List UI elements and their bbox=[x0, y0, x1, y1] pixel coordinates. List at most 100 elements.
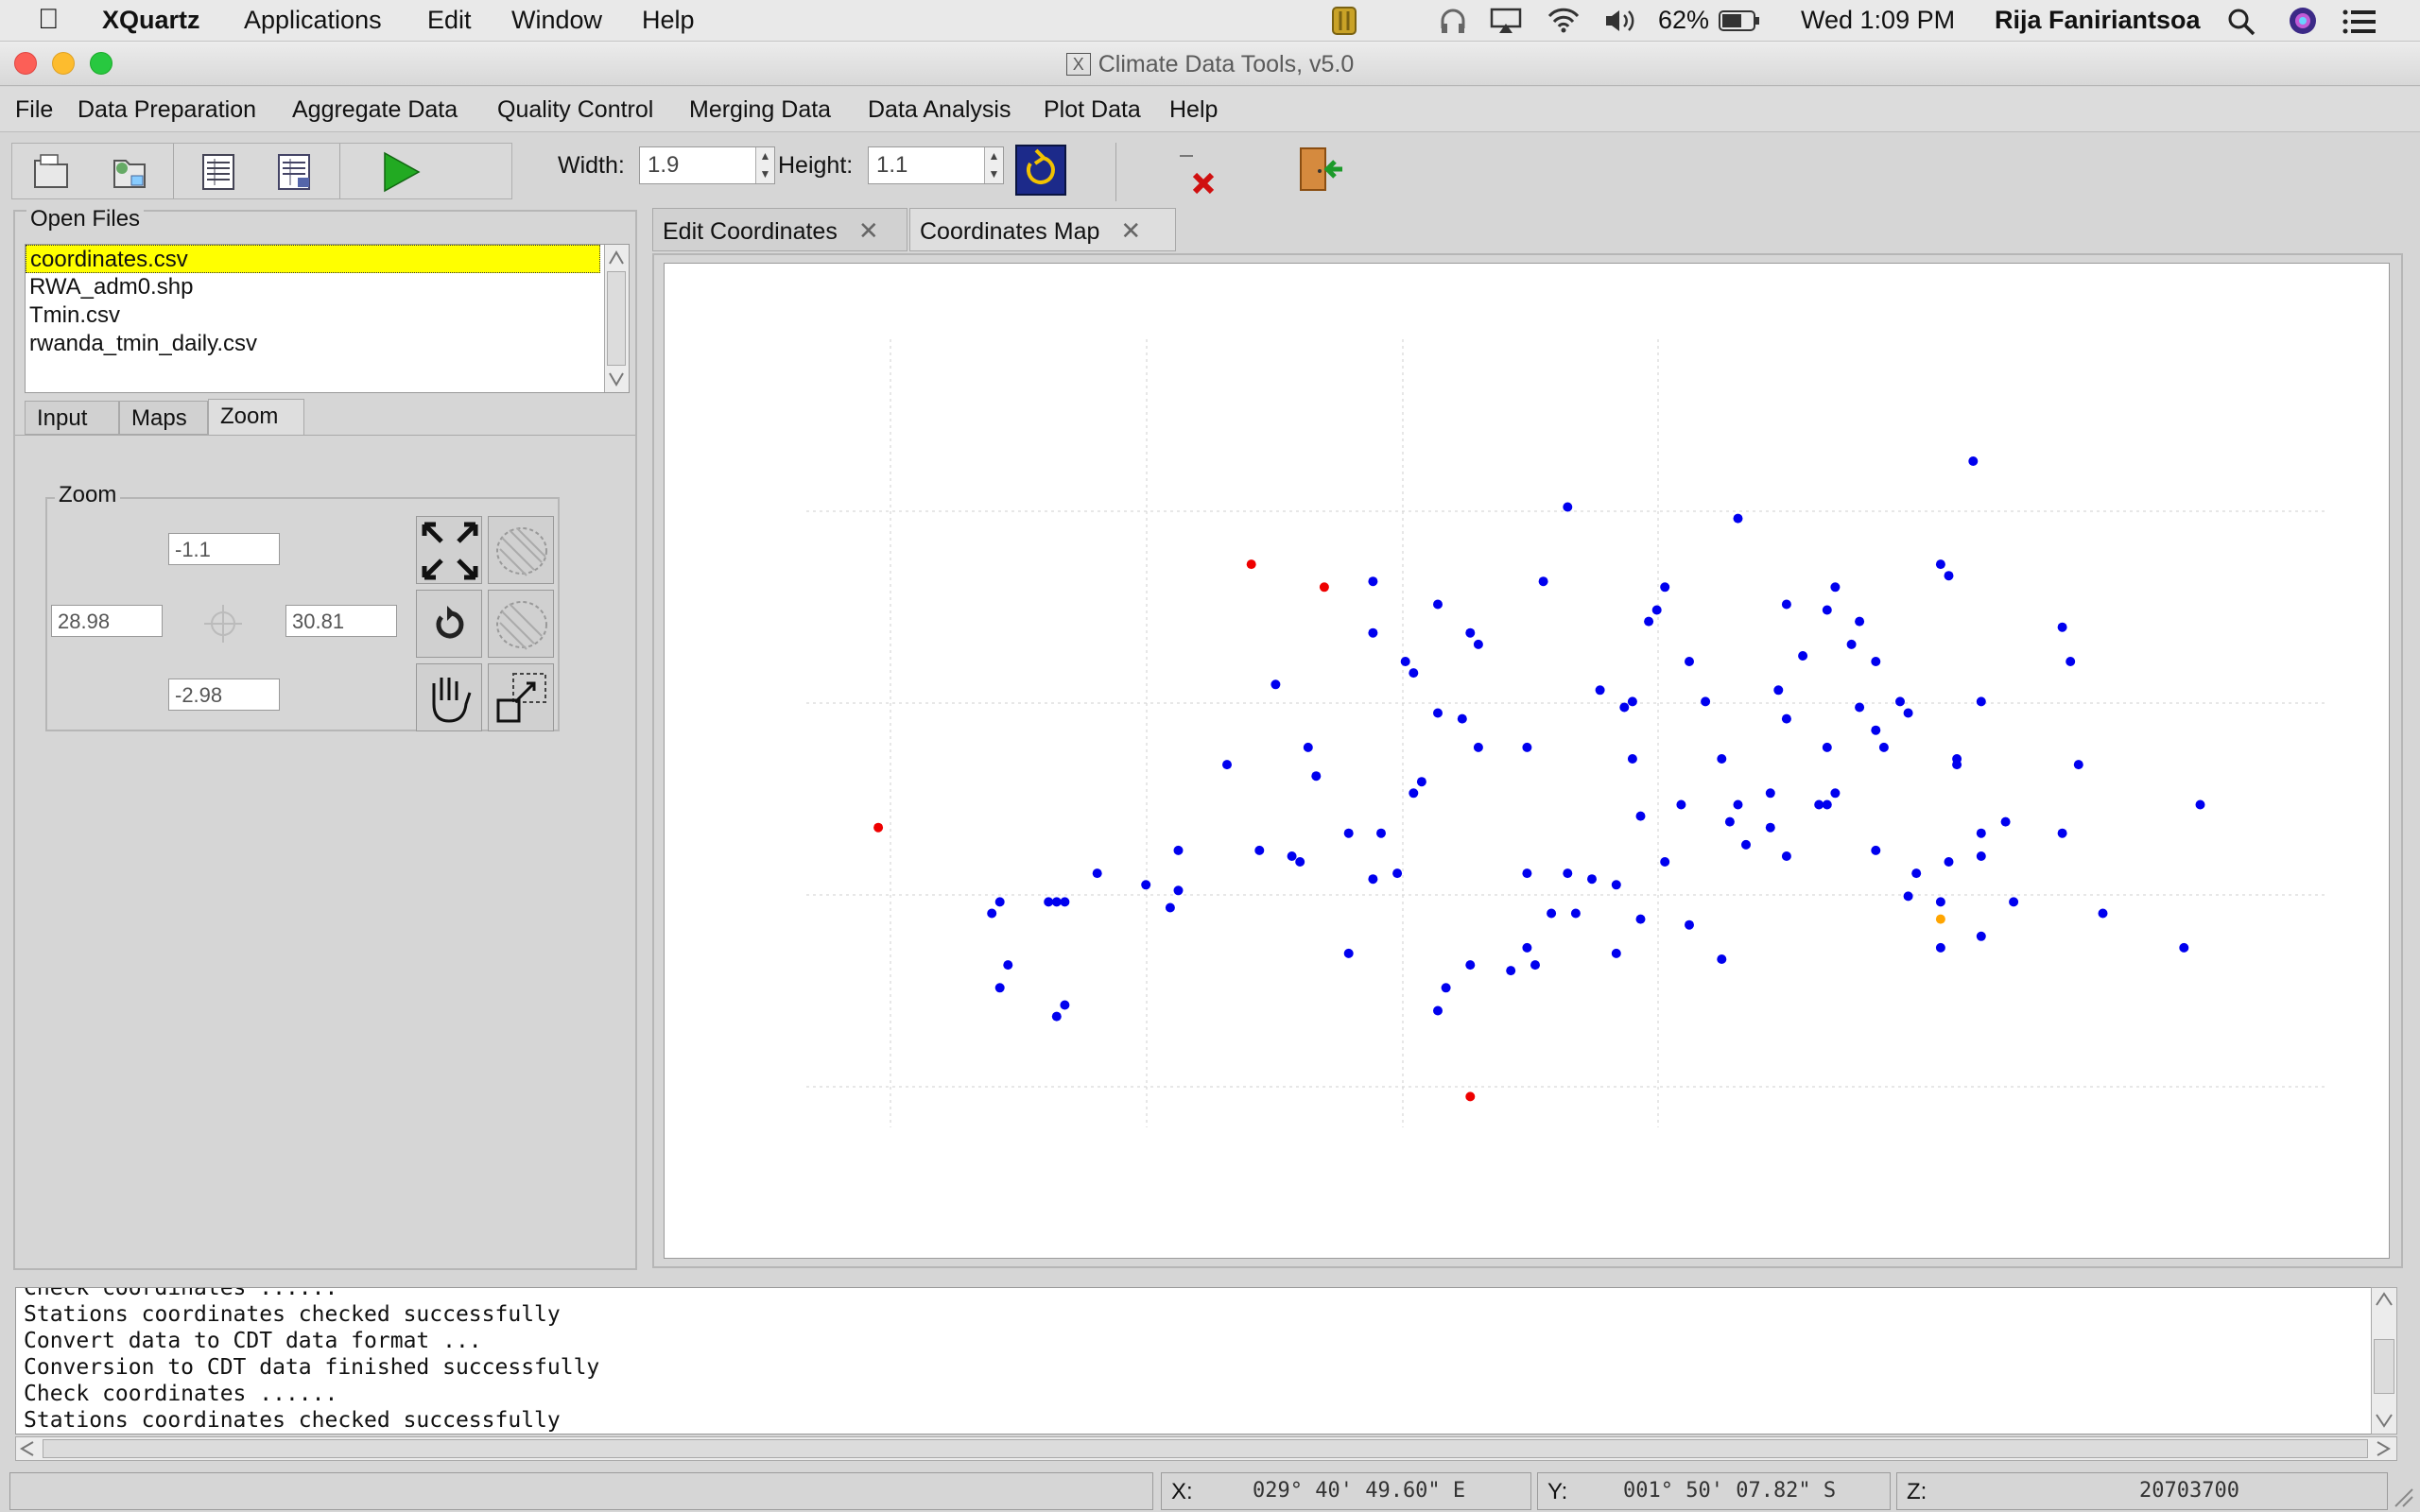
window-titlebar[interactable]: X Climate Data Tools, v5.0 bbox=[0, 42, 2420, 86]
station-point[interactable] bbox=[1433, 708, 1443, 718]
wifi-icon[interactable] bbox=[1547, 6, 1581, 34]
run-play-icon[interactable] bbox=[375, 147, 424, 197]
menu-data-preparation[interactable]: Data Preparation bbox=[78, 96, 257, 123]
menu-quality-control[interactable]: Quality Control bbox=[497, 96, 654, 123]
station-point[interactable] bbox=[1830, 788, 1841, 799]
zoom-south-input[interactable]: -2.98 bbox=[168, 679, 280, 711]
station-point[interactable] bbox=[1822, 742, 1832, 752]
log-vertical-scrollbar[interactable] bbox=[2371, 1287, 2397, 1435]
station-point[interactable] bbox=[1976, 931, 1986, 941]
station-point[interactable] bbox=[1287, 851, 1297, 861]
station-point[interactable] bbox=[1627, 696, 1637, 707]
station-point[interactable] bbox=[1976, 828, 1986, 838]
station-point[interactable] bbox=[1651, 605, 1662, 615]
height-spinner[interactable]: 1.1 ▲ ▼ bbox=[868, 146, 1004, 184]
station-point[interactable] bbox=[1409, 668, 1419, 679]
refresh-icon[interactable] bbox=[1015, 145, 1066, 196]
scroll-left-arrow-icon[interactable] bbox=[16, 1437, 39, 1460]
tab-input[interactable]: Input bbox=[25, 401, 119, 435]
station-point[interactable] bbox=[1409, 788, 1419, 799]
station-point[interactable] bbox=[1416, 777, 1426, 787]
station-point[interactable] bbox=[1563, 868, 1573, 879]
minimize-window-button[interactable] bbox=[52, 52, 75, 75]
station-point[interactable] bbox=[1871, 657, 1881, 666]
station-point[interactable] bbox=[1522, 742, 1532, 752]
station-point[interactable] bbox=[1830, 582, 1841, 593]
menu-applications[interactable]: Applications bbox=[244, 6, 382, 34]
station-point[interactable] bbox=[1611, 948, 1621, 958]
station-point[interactable] bbox=[1570, 908, 1581, 919]
file-list-scrollbar[interactable] bbox=[604, 245, 629, 392]
station-point[interactable] bbox=[2066, 657, 2076, 666]
station-point[interactable] bbox=[2098, 908, 2108, 919]
station-point[interactable] bbox=[1165, 902, 1175, 913]
notification-center-icon[interactable] bbox=[2342, 9, 2377, 34]
width-spinner-arrows[interactable]: ▲ ▼ bbox=[755, 147, 774, 183]
log-scroll-thumb[interactable] bbox=[2374, 1339, 2394, 1394]
station-point[interactable] bbox=[1343, 828, 1354, 838]
table-save-icon[interactable] bbox=[269, 147, 319, 197]
zoom-north-input[interactable]: -1.1 bbox=[168, 533, 280, 565]
exit-icon[interactable] bbox=[1297, 145, 1346, 196]
file-item[interactable]: Tmin.csv bbox=[29, 302, 120, 328]
app-menu-xquartz[interactable]: XQuartz bbox=[102, 6, 200, 34]
station-point[interactable] bbox=[1376, 828, 1386, 838]
station-point[interactable] bbox=[1392, 868, 1403, 879]
tab-coordinates-map[interactable]: Coordinates Map ✕ bbox=[909, 208, 1176, 251]
zoom-full-extent-button[interactable] bbox=[416, 516, 482, 584]
station-point[interactable] bbox=[1473, 639, 1483, 649]
station-point[interactable] bbox=[987, 908, 997, 919]
menu-plot-data[interactable]: Plot Data bbox=[1044, 96, 1141, 123]
file-list-scroll-thumb[interactable] bbox=[607, 271, 626, 366]
station-point[interactable] bbox=[1173, 885, 1184, 896]
station-point[interactable] bbox=[1319, 582, 1329, 593]
user-name[interactable]: Rija Faniriantsoa bbox=[1995, 6, 2201, 34]
station-point[interactable] bbox=[1976, 696, 1986, 707]
open-files-list[interactable]: coordinates.csv RWA_adm0.shp Tmin.csv rw… bbox=[25, 244, 630, 393]
station-point[interactable] bbox=[1968, 456, 1979, 466]
zoom-window-button[interactable] bbox=[90, 52, 112, 75]
close-window-button[interactable] bbox=[14, 52, 37, 75]
station-point[interactable] bbox=[1935, 914, 1945, 924]
close-tab-icon[interactable]: ✕ bbox=[1120, 216, 1142, 245]
table-icon[interactable] bbox=[194, 147, 243, 197]
volume-icon[interactable] bbox=[1603, 8, 1641, 34]
station-point[interactable] bbox=[1717, 754, 1727, 764]
station-point[interactable] bbox=[2057, 828, 2067, 838]
station-point[interactable] bbox=[1270, 679, 1281, 690]
tab-edit-coordinates[interactable]: Edit Coordinates ✕ bbox=[652, 208, 908, 251]
height-spinner-arrows[interactable]: ▲ ▼ bbox=[984, 147, 1003, 183]
station-point[interactable] bbox=[1871, 845, 1881, 855]
open-folder-icon[interactable] bbox=[27, 147, 77, 197]
station-point[interactable] bbox=[1547, 908, 1557, 919]
station-point[interactable] bbox=[1635, 914, 1646, 924]
station-point[interactable] bbox=[1944, 857, 1954, 867]
station-point[interactable] bbox=[1222, 760, 1232, 770]
station-point[interactable] bbox=[1976, 851, 1986, 861]
width-value[interactable]: 1.9 bbox=[648, 152, 680, 178]
scroll-down-arrow-icon[interactable] bbox=[2372, 1409, 2396, 1432]
resize-grip-icon[interactable] bbox=[2390, 1484, 2414, 1508]
spotlight-search-icon[interactable] bbox=[2227, 8, 2256, 36]
station-point[interactable] bbox=[1846, 639, 1857, 649]
station-point[interactable] bbox=[1433, 599, 1443, 610]
station-point[interactable] bbox=[1644, 616, 1654, 627]
zoom-east-input[interactable]: 30.81 bbox=[285, 605, 397, 637]
menu-help[interactable]: Help bbox=[642, 6, 695, 34]
station-point[interactable] bbox=[994, 983, 1005, 993]
map-plot[interactable] bbox=[378, 264, 2391, 1280]
station-point[interactable] bbox=[1660, 582, 1670, 593]
log-horizontal-scrollbar[interactable] bbox=[15, 1436, 2397, 1461]
station-point[interactable] bbox=[1635, 811, 1646, 821]
station-point[interactable] bbox=[1781, 713, 1791, 724]
station-point[interactable] bbox=[1855, 702, 1865, 713]
menu-window[interactable]: Window bbox=[511, 6, 603, 34]
scroll-down-arrow-icon[interactable] bbox=[605, 368, 628, 390]
station-point[interactable] bbox=[1935, 942, 1945, 953]
station-point[interactable] bbox=[1724, 816, 1735, 827]
station-point[interactable] bbox=[1676, 799, 1686, 810]
station-point[interactable] bbox=[1400, 657, 1410, 666]
battery-icon[interactable] bbox=[1719, 9, 1760, 32]
scroll-up-arrow-icon[interactable] bbox=[2372, 1288, 2396, 1311]
station-point[interactable] bbox=[1935, 897, 1945, 907]
